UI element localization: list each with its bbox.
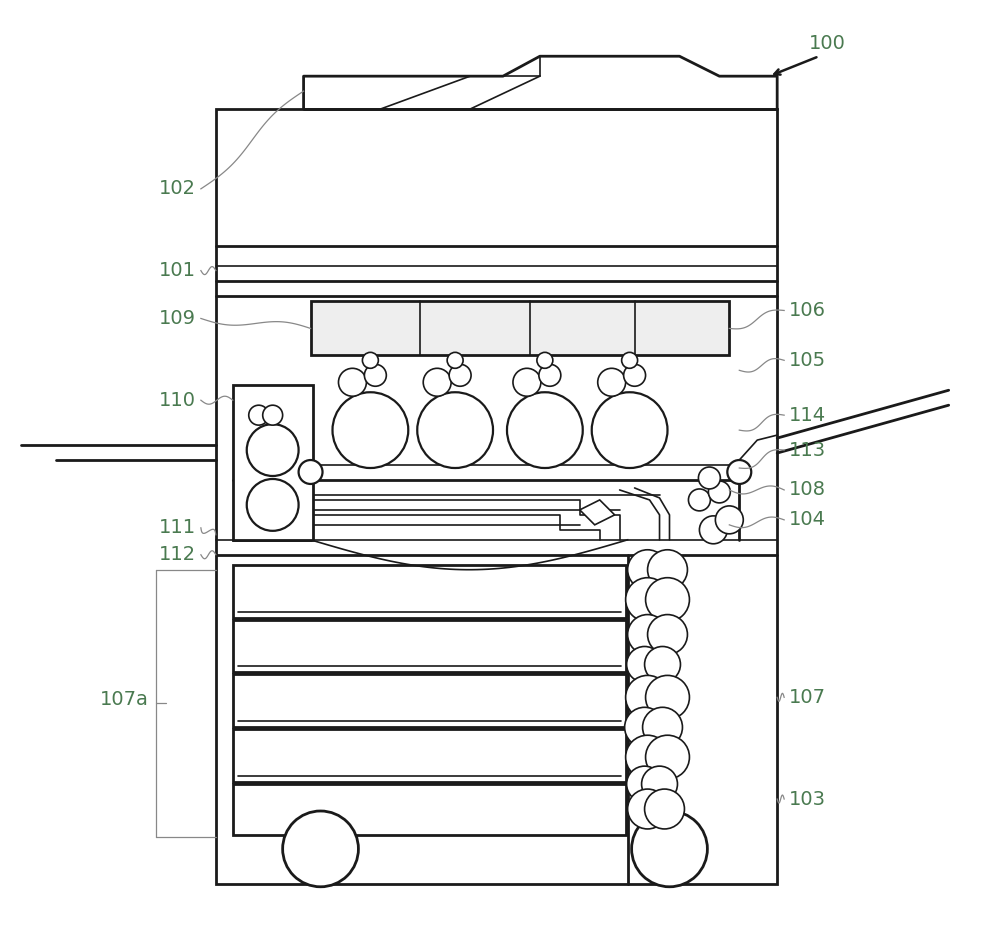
Circle shape	[624, 364, 646, 386]
Circle shape	[699, 515, 727, 544]
Circle shape	[423, 368, 451, 396]
Text: 101: 101	[159, 261, 196, 280]
Circle shape	[362, 352, 378, 368]
Text: 103: 103	[789, 789, 826, 808]
Text: 114: 114	[789, 406, 826, 425]
Circle shape	[247, 424, 299, 476]
Circle shape	[727, 460, 751, 484]
Circle shape	[417, 393, 493, 468]
Circle shape	[645, 789, 684, 829]
Circle shape	[688, 489, 710, 511]
Circle shape	[299, 460, 323, 484]
Circle shape	[645, 647, 680, 683]
Circle shape	[283, 811, 358, 886]
Text: 113: 113	[789, 441, 826, 460]
Circle shape	[449, 364, 471, 386]
Circle shape	[622, 352, 638, 368]
Bar	[233, 730, 626, 782]
Circle shape	[646, 675, 689, 719]
Circle shape	[632, 811, 707, 886]
Bar	[233, 784, 626, 834]
Circle shape	[628, 789, 668, 829]
Circle shape	[247, 479, 299, 531]
Circle shape	[626, 675, 669, 719]
Circle shape	[332, 393, 408, 468]
Circle shape	[715, 506, 743, 533]
Text: 110: 110	[159, 391, 196, 410]
Circle shape	[539, 364, 561, 386]
Circle shape	[507, 393, 583, 468]
Circle shape	[338, 368, 366, 396]
Circle shape	[598, 368, 626, 396]
Circle shape	[646, 578, 689, 621]
Circle shape	[648, 615, 687, 654]
Circle shape	[698, 467, 720, 489]
Text: 108: 108	[789, 480, 826, 499]
Bar	[233, 619, 626, 672]
Text: 109: 109	[159, 309, 196, 328]
Circle shape	[249, 405, 269, 425]
Circle shape	[263, 405, 283, 425]
Circle shape	[708, 481, 730, 503]
Circle shape	[626, 735, 669, 779]
Circle shape	[627, 647, 663, 683]
Circle shape	[364, 364, 386, 386]
Text: 100: 100	[809, 34, 846, 53]
Circle shape	[627, 767, 663, 802]
Circle shape	[646, 735, 689, 779]
Bar	[233, 385, 313, 540]
Text: 102: 102	[159, 179, 196, 198]
Circle shape	[628, 549, 668, 590]
Circle shape	[628, 615, 668, 654]
Bar	[233, 674, 626, 727]
Circle shape	[643, 707, 682, 748]
Bar	[216, 110, 777, 884]
Circle shape	[625, 707, 665, 748]
Polygon shape	[580, 500, 615, 525]
Text: 107: 107	[789, 688, 826, 707]
Circle shape	[592, 393, 668, 468]
Bar	[311, 300, 729, 355]
Text: 111: 111	[159, 518, 196, 537]
Text: 105: 105	[789, 351, 826, 370]
Text: 107a: 107a	[100, 690, 149, 709]
Bar	[233, 565, 626, 617]
Text: 112: 112	[159, 546, 196, 565]
Circle shape	[447, 352, 463, 368]
Text: 106: 106	[789, 301, 826, 320]
Circle shape	[626, 578, 669, 621]
Circle shape	[648, 549, 687, 590]
Circle shape	[513, 368, 541, 396]
Circle shape	[642, 767, 677, 802]
Circle shape	[537, 352, 553, 368]
Text: 104: 104	[789, 511, 826, 530]
